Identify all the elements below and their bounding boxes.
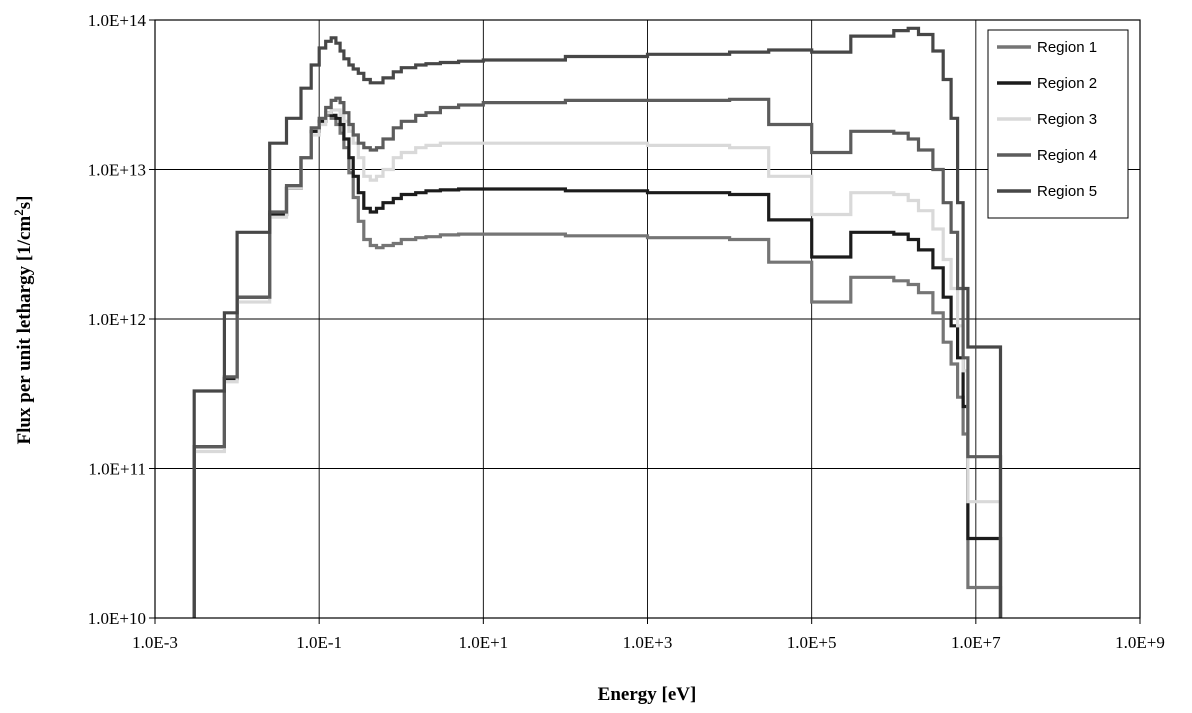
x-tick-label: 1.0E-3 bbox=[132, 633, 178, 652]
series-line-region-4 bbox=[192, 96, 1003, 618]
y-tick-label: 1.0E+12 bbox=[88, 310, 146, 329]
y-tick-label: 1.0E+14 bbox=[88, 11, 147, 30]
x-tick-label: 1.0E+3 bbox=[623, 633, 673, 652]
legend-box bbox=[987, 29, 1129, 219]
legend-label: Region 4 bbox=[1037, 147, 1097, 164]
legend-label: Region 5 bbox=[1037, 183, 1097, 200]
x-tick-labels: 1.0E-3 1.0E-1 1.0E+1 1.0E+3 1.0E+5 1.0E+7 1.0E… bbox=[132, 618, 1165, 652]
series-line-region-2 bbox=[192, 111, 1003, 618]
y-tick-label: 1.0E+13 bbox=[88, 161, 146, 180]
y-tick-label: 1.0E+10 bbox=[88, 609, 146, 628]
legend-label: Region 3 bbox=[1037, 111, 1097, 128]
legend: Region 1 Region 2 Region 3 Region 4 Region 5 bbox=[987, 29, 1129, 219]
x-tick-label: 1.0E+5 bbox=[787, 633, 837, 652]
legend-label: Region 2 bbox=[1037, 75, 1097, 92]
y-axis-title: Flux per unit lethargy [1/cm2s] bbox=[11, 196, 35, 445]
legend-items: Region 1 Region 2 Region 3 Region 4 Region 5 bbox=[997, 39, 1097, 200]
series-line-region-3 bbox=[192, 108, 1003, 618]
x-tick-label: 1.0E-1 bbox=[296, 633, 342, 652]
x-tick-label: 1.0E+1 bbox=[458, 633, 508, 652]
y-tick-label: 1.0E+11 bbox=[88, 460, 146, 479]
x-tick-label: 1.0E+7 bbox=[951, 633, 1001, 652]
legend-label: Region 1 bbox=[1037, 39, 1097, 56]
y-tick-labels: 1.0E+10 1.0E+11 1.0E+12 1.0E+13 1.0E+14 bbox=[88, 11, 155, 628]
series-line-region-5 bbox=[192, 26, 1003, 618]
series-layer bbox=[192, 26, 1003, 618]
x-axis-title: Energy [eV] bbox=[598, 684, 697, 705]
x-tick-label: 1.0E+9 bbox=[1115, 633, 1165, 652]
